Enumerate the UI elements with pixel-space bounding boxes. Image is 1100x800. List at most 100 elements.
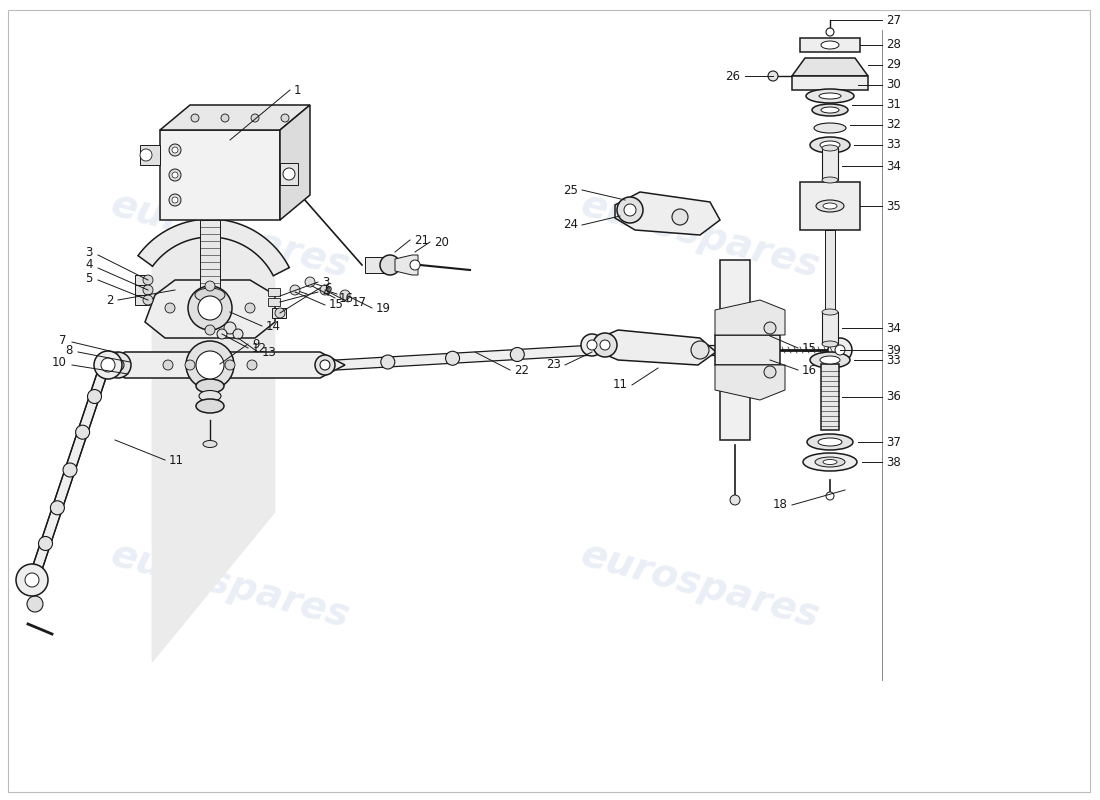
Bar <box>822 148 838 180</box>
Ellipse shape <box>803 453 857 471</box>
Text: 25: 25 <box>563 183 578 197</box>
Circle shape <box>828 338 852 362</box>
Ellipse shape <box>814 123 846 133</box>
Ellipse shape <box>821 107 839 113</box>
Circle shape <box>205 325 214 335</box>
Text: 33: 33 <box>886 354 901 366</box>
Text: 36: 36 <box>886 390 901 403</box>
Ellipse shape <box>820 141 840 149</box>
Polygon shape <box>792 58 868 76</box>
Circle shape <box>101 358 116 372</box>
Circle shape <box>169 144 182 156</box>
Circle shape <box>221 114 229 122</box>
Circle shape <box>94 351 122 379</box>
Circle shape <box>196 351 224 379</box>
Circle shape <box>165 303 175 313</box>
Polygon shape <box>600 345 720 355</box>
Circle shape <box>205 281 214 291</box>
Circle shape <box>217 329 227 339</box>
Text: 33: 33 <box>886 138 901 151</box>
Polygon shape <box>365 257 385 273</box>
Text: 37: 37 <box>886 435 901 449</box>
Bar <box>715 335 780 365</box>
Text: 26: 26 <box>725 70 740 82</box>
Text: eurospares: eurospares <box>107 535 353 635</box>
Text: 4: 4 <box>322 286 330 298</box>
Text: 11: 11 <box>613 378 628 391</box>
Circle shape <box>226 360 235 370</box>
Bar <box>825 230 835 310</box>
Polygon shape <box>280 105 310 220</box>
Circle shape <box>251 114 258 122</box>
Circle shape <box>198 296 222 320</box>
Circle shape <box>581 334 603 356</box>
Circle shape <box>510 347 525 362</box>
Text: 19: 19 <box>376 302 390 314</box>
Bar <box>135 295 149 305</box>
Polygon shape <box>800 38 860 52</box>
Circle shape <box>305 277 315 287</box>
Ellipse shape <box>807 434 852 450</box>
Text: 5: 5 <box>86 271 94 285</box>
Text: 17: 17 <box>352 295 367 309</box>
Text: eurospares: eurospares <box>107 185 353 285</box>
Ellipse shape <box>815 457 845 467</box>
Text: 12: 12 <box>252 342 267 354</box>
Circle shape <box>248 360 257 370</box>
Polygon shape <box>31 363 110 577</box>
Ellipse shape <box>822 177 838 183</box>
Circle shape <box>245 303 255 313</box>
Text: 15: 15 <box>329 298 344 311</box>
Circle shape <box>172 147 178 153</box>
Circle shape <box>51 501 65 515</box>
Bar <box>272 308 286 318</box>
Ellipse shape <box>818 438 842 446</box>
Ellipse shape <box>812 104 848 116</box>
Ellipse shape <box>822 341 838 347</box>
Text: 13: 13 <box>262 346 277 358</box>
Text: 8: 8 <box>66 343 73 357</box>
Bar <box>720 260 750 440</box>
Circle shape <box>143 295 153 305</box>
Text: 28: 28 <box>886 38 901 51</box>
Text: 39: 39 <box>886 343 901 357</box>
Ellipse shape <box>199 390 221 402</box>
Polygon shape <box>792 76 868 90</box>
Circle shape <box>320 360 330 370</box>
Text: 21: 21 <box>414 234 429 246</box>
Text: 22: 22 <box>514 363 529 377</box>
Circle shape <box>446 351 460 366</box>
Circle shape <box>104 352 131 378</box>
Ellipse shape <box>823 203 837 209</box>
Circle shape <box>186 341 234 389</box>
Circle shape <box>143 285 153 295</box>
Circle shape <box>410 260 420 270</box>
Circle shape <box>163 360 173 370</box>
Text: 24: 24 <box>563 218 578 231</box>
Circle shape <box>112 359 124 371</box>
Circle shape <box>730 495 740 505</box>
Circle shape <box>63 463 77 477</box>
Polygon shape <box>100 352 345 378</box>
Circle shape <box>826 492 834 500</box>
Circle shape <box>233 329 243 339</box>
Bar <box>268 298 280 306</box>
Polygon shape <box>160 130 280 220</box>
Polygon shape <box>715 300 785 335</box>
Circle shape <box>587 340 597 350</box>
Text: 18: 18 <box>773 498 788 511</box>
Text: 29: 29 <box>886 58 901 71</box>
Text: 11: 11 <box>169 454 184 466</box>
Text: 23: 23 <box>546 358 561 371</box>
Text: 20: 20 <box>434 235 449 249</box>
Circle shape <box>600 340 610 350</box>
Text: 38: 38 <box>886 455 901 469</box>
Polygon shape <box>138 219 289 276</box>
Circle shape <box>315 355 336 375</box>
Circle shape <box>617 197 643 223</box>
Text: 35: 35 <box>886 199 901 213</box>
Circle shape <box>172 197 178 203</box>
Circle shape <box>379 255 400 275</box>
Text: 4: 4 <box>86 258 94 271</box>
Circle shape <box>224 322 236 334</box>
